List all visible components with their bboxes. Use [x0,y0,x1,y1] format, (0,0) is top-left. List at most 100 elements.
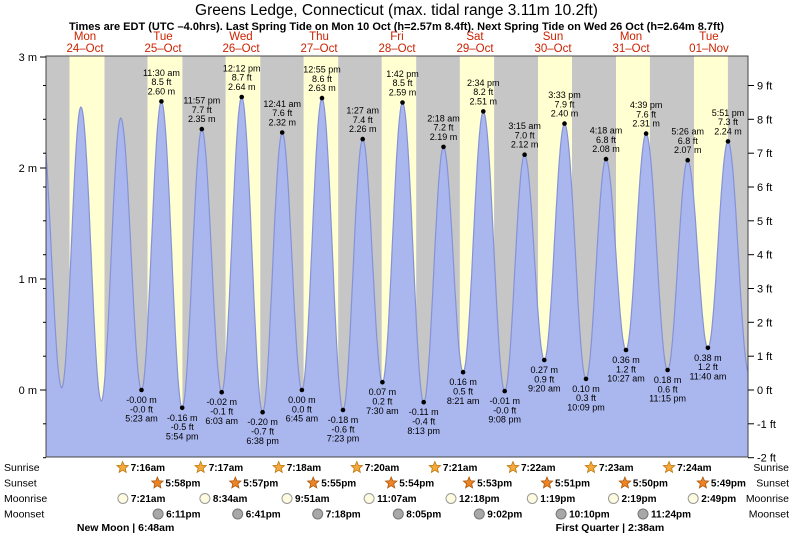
svg-text:9:08 pm: 9:08 pm [488,415,521,425]
sunrise-star-icon [584,460,598,474]
svg-text:0.16 m: 0.16 m [449,377,477,387]
svg-text:-0.02 m: -0.02 m [206,397,237,407]
svg-text:1.2 ft: 1.2 ft [616,364,637,374]
moonset-icon [152,508,164,520]
svg-text:0.6 ft: 0.6 ft [658,384,679,394]
svg-text:10:10pm: 10:10pm [569,510,610,521]
svg-text:0 ft: 0 ft [757,385,772,397]
svg-text:6 ft: 6 ft [757,182,772,194]
tide-extreme-dot [159,99,164,104]
svg-text:7:16am: 7:16am [131,463,166,474]
svg-text:9:51am: 9:51am [295,494,330,505]
svg-text:0.18 m: 0.18 m [654,375,682,385]
svg-text:29–Oct: 29–Oct [456,43,494,55]
svg-text:4:18 am: 4:18 am [590,126,623,136]
svg-text:7:17am: 7:17am [209,463,244,474]
tide-extreme-dot [279,130,285,135]
svg-text:2.19 m: 2.19 m [430,132,458,142]
svg-text:2.59 m: 2.59 m [389,88,417,98]
svg-text:Sunset: Sunset [756,478,789,490]
svg-text:10:09 pm: 10:09 pm [567,403,605,413]
tide-extreme-dot [685,157,690,163]
svg-text:7:18am: 7:18am [287,463,322,474]
svg-text:5:51 pm: 5:51 pm [712,108,745,118]
svg-text:5:54pm: 5:54pm [399,479,434,490]
sunset-star-icon [384,475,398,489]
svg-text:-0.0 ft: -0.0 ft [130,404,154,414]
moonrise-icon [199,493,211,504]
tide-extreme-dot [380,379,385,385]
svg-text:01–Nov: 01–Nov [689,43,729,55]
svg-text:7:23am: 7:23am [599,463,634,474]
tide-extreme-dot [340,407,346,413]
svg-text:0.38 m: 0.38 m [694,353,722,363]
svg-text:7.4 ft: 7.4 ft [353,115,374,125]
svg-text:5:49pm: 5:49pm [711,479,746,490]
svg-text:Mon: Mon [620,31,642,43]
svg-text:2:18 am: 2:18 am [427,113,460,123]
moonrise-row: Moonrise Moonrise 7:21am 8:34am 9:51am 11:07a… [4,493,789,505]
svg-text:5:26 am: 5:26 am [671,127,704,137]
svg-text:8.5 ft: 8.5 ft [392,78,413,88]
svg-text:2:49pm: 2:49pm [701,494,736,505]
moonset-icon [392,508,404,520]
svg-text:30–Oct: 30–Oct [534,43,572,55]
svg-text:8.6 ft: 8.6 ft [312,74,333,84]
svg-text:7.6 ft: 7.6 ft [272,108,293,118]
svg-text:Tue: Tue [153,31,172,43]
tide-extreme-dot [665,367,670,373]
svg-text:8.7 ft: 8.7 ft [232,73,253,83]
svg-text:28–Oct: 28–Oct [378,43,416,55]
svg-text:New Moon | 6:48am: New Moon | 6:48am [77,522,174,534]
svg-text:7.0 ft: 7.0 ft [515,130,536,140]
moonset-icon [555,508,567,520]
svg-text:7.9 ft: 7.9 ft [554,99,575,109]
svg-text:7.7 ft: 7.7 ft [192,105,213,115]
svg-text:-0.5 ft: -0.5 ft [171,422,195,432]
svg-text:3:15 am: 3:15 am [508,121,541,131]
svg-text:10:27 am: 10:27 am [607,374,645,384]
svg-text:-0.20 m: -0.20 m [247,417,278,427]
svg-text:2 ft: 2 ft [757,317,772,329]
tide-extreme-dot [583,376,589,382]
moonset-icon [637,508,649,520]
tide-extreme-dot [441,144,446,150]
tide-extreme-dot [705,345,711,351]
sunset-row: Sunset Sunset 5:58pm 5:57pm 5:55pm 5:54pm 5:53… [4,475,789,490]
svg-text:11:07am: 11:07am [377,494,417,505]
svg-text:6.8 ft: 6.8 ft [678,136,699,146]
svg-text:5:58pm: 5:58pm [165,479,200,490]
svg-text:2:34 pm: 2:34 pm [467,78,500,88]
svg-text:7:30 am: 7:30 am [366,406,399,416]
tide-extreme-dot [421,399,427,405]
tide-extreme-dot [562,121,567,126]
tide-extreme-dot [725,139,731,144]
sunrise-star-icon [506,460,520,474]
svg-text:7.6 ft: 7.6 ft [636,109,657,119]
svg-text:Sunrise: Sunrise [753,462,789,474]
svg-text:5:50pm: 5:50pm [633,479,668,490]
tide-extreme-dot [542,357,547,363]
svg-text:11:24pm: 11:24pm [651,510,691,521]
svg-text:-2 ft: -2 ft [757,453,776,465]
svg-text:1:19pm: 1:19pm [540,494,575,505]
svg-text:11:40 am: 11:40 am [689,371,726,381]
moonrise-icon [363,493,375,504]
svg-text:2.07 m: 2.07 m [674,145,702,155]
svg-text:8:21 am: 8:21 am [447,396,480,406]
moonrise-icon [608,493,619,504]
sunrise-star-icon [115,460,130,474]
svg-text:12:55 pm: 12:55 pm [303,65,341,75]
svg-text:8:05pm: 8:05pm [406,510,441,521]
svg-text:2.35 m: 2.35 m [188,114,216,124]
svg-text:2.64 m: 2.64 m [228,82,256,92]
svg-text:1 ft: 1 ft [757,351,772,363]
svg-text:0.00 m: 0.00 m [288,395,316,405]
svg-text:First Quarter | 2:38am: First Quarter | 2:38am [556,522,665,534]
svg-text:Sat: Sat [466,31,484,43]
svg-text:-0.00 m: -0.00 m [126,395,157,405]
tide-extreme-dot [199,126,205,132]
svg-text:12:12 pm: 12:12 pm [223,63,261,73]
svg-text:0 m: 0 m [19,385,37,397]
sunrise-star-icon [662,460,676,474]
